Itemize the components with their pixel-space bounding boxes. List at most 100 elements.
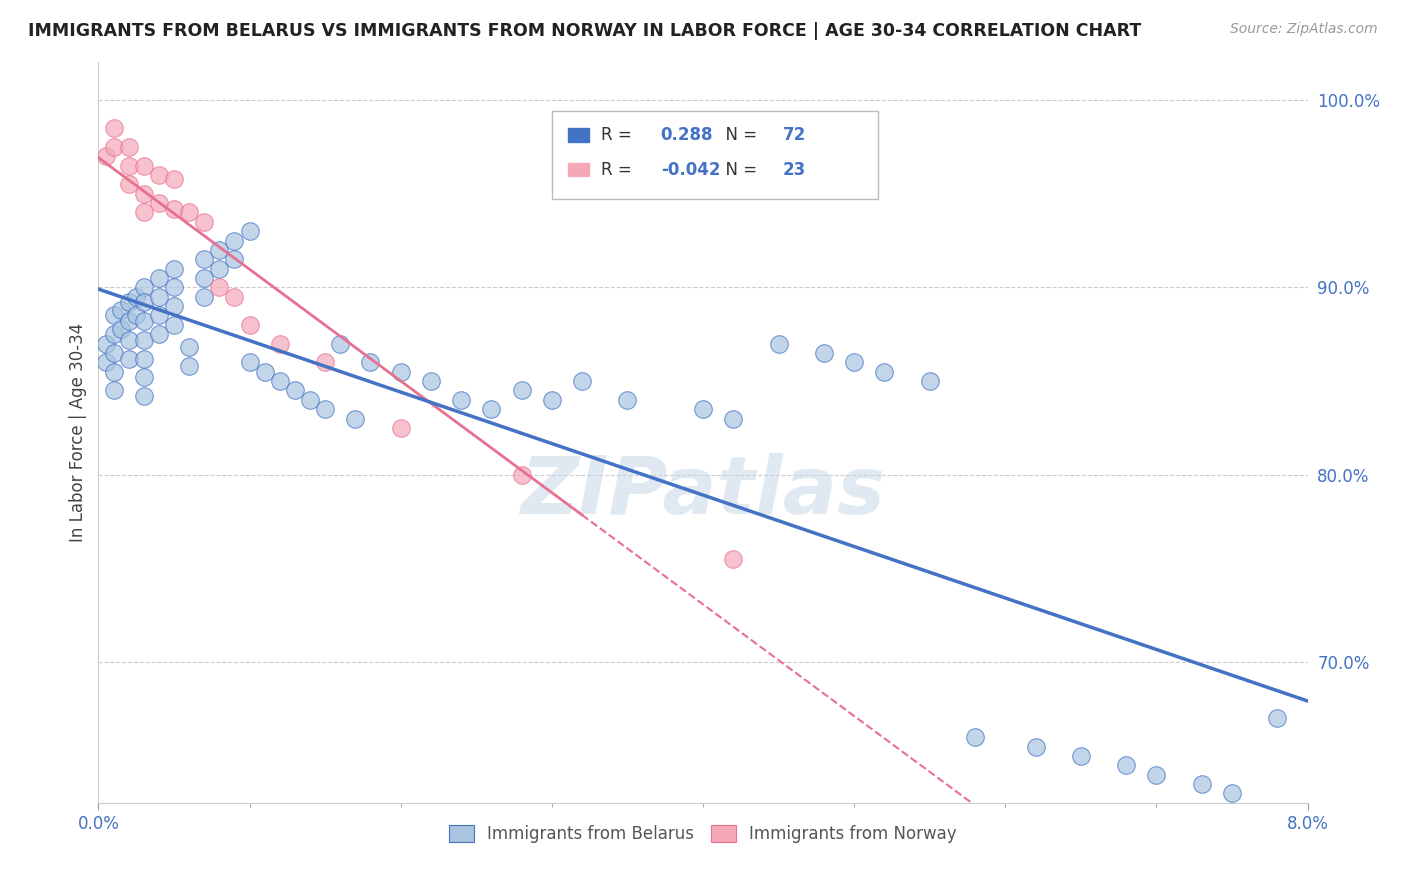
- Point: [329, 336, 352, 351]
- Text: IMMIGRANTS FROM BELARUS VS IMMIGRANTS FROM NORWAY IN LABOR FORCE | AGE 30-34 COR: IMMIGRANTS FROM BELARUS VS IMMIGRANTS FR…: [28, 22, 1142, 40]
- Point: [163, 318, 186, 332]
- Text: 0.288: 0.288: [661, 126, 713, 144]
- Point: [179, 359, 201, 373]
- Point: [224, 234, 246, 248]
- Point: [269, 336, 291, 351]
- Y-axis label: In Labor Force | Age 30-34: In Labor Force | Age 30-34: [69, 323, 87, 542]
- Point: [103, 346, 125, 360]
- Point: [132, 186, 155, 201]
- Point: [389, 421, 412, 435]
- Point: [1267, 711, 1289, 725]
- Point: [132, 205, 155, 219]
- Point: [118, 178, 141, 192]
- Point: [118, 159, 141, 173]
- Point: [918, 374, 941, 388]
- Point: [118, 295, 141, 310]
- Point: [813, 346, 835, 360]
- Point: [1220, 786, 1243, 800]
- Point: [148, 290, 170, 304]
- Text: 72: 72: [783, 126, 806, 144]
- Point: [179, 340, 201, 354]
- Point: [103, 384, 125, 398]
- Point: [314, 355, 336, 369]
- Point: [314, 402, 336, 417]
- Point: [148, 196, 170, 211]
- Point: [163, 202, 186, 216]
- Point: [148, 309, 170, 323]
- Point: [510, 467, 533, 482]
- Point: [389, 365, 412, 379]
- Point: [844, 355, 866, 369]
- Point: [269, 374, 291, 388]
- Point: [163, 280, 186, 294]
- Text: R =: R =: [602, 161, 637, 178]
- Point: [163, 299, 186, 313]
- Point: [239, 355, 262, 369]
- Point: [118, 140, 141, 154]
- Point: [299, 392, 322, 407]
- Point: [163, 171, 186, 186]
- Point: [768, 336, 790, 351]
- Point: [1115, 758, 1137, 772]
- Point: [132, 370, 155, 384]
- Point: [132, 314, 155, 328]
- Point: [118, 314, 141, 328]
- Point: [148, 271, 170, 285]
- Point: [132, 333, 155, 347]
- Bar: [568, 163, 589, 177]
- Point: [1025, 739, 1047, 754]
- Text: N =: N =: [716, 126, 762, 144]
- Point: [723, 411, 745, 425]
- Point: [965, 730, 987, 744]
- Point: [450, 392, 472, 407]
- Point: [1070, 748, 1092, 763]
- Point: [110, 321, 132, 335]
- Point: [510, 384, 533, 398]
- Point: [94, 149, 117, 163]
- Point: [103, 140, 125, 154]
- Point: [193, 271, 215, 285]
- Point: [125, 290, 148, 304]
- Point: [873, 365, 896, 379]
- Point: [208, 280, 231, 294]
- FancyBboxPatch shape: [551, 111, 879, 200]
- Point: [163, 261, 186, 276]
- Point: [148, 327, 170, 342]
- Point: [118, 333, 141, 347]
- Point: [1146, 767, 1168, 781]
- Point: [132, 295, 155, 310]
- Point: [208, 243, 231, 257]
- Point: [253, 365, 276, 379]
- Point: [208, 261, 231, 276]
- Point: [571, 374, 593, 388]
- Text: ZIPatlas: ZIPatlas: [520, 453, 886, 531]
- Text: 23: 23: [783, 161, 806, 178]
- Point: [1191, 777, 1213, 791]
- Text: Source: ZipAtlas.com: Source: ZipAtlas.com: [1230, 22, 1378, 37]
- Point: [360, 355, 382, 369]
- Point: [420, 374, 443, 388]
- Text: -0.042: -0.042: [661, 161, 720, 178]
- Point: [692, 402, 714, 417]
- Point: [193, 215, 215, 229]
- Point: [132, 351, 155, 366]
- Point: [103, 121, 125, 136]
- Point: [723, 552, 745, 566]
- Point: [94, 336, 117, 351]
- Point: [344, 411, 367, 425]
- Point: [125, 309, 148, 323]
- Point: [239, 224, 262, 238]
- Point: [110, 302, 132, 317]
- Point: [239, 318, 262, 332]
- Legend: Immigrants from Belarus, Immigrants from Norway: Immigrants from Belarus, Immigrants from…: [443, 819, 963, 850]
- Point: [148, 168, 170, 182]
- Point: [103, 365, 125, 379]
- Point: [118, 351, 141, 366]
- Point: [193, 252, 215, 267]
- Point: [540, 392, 562, 407]
- Point: [193, 290, 215, 304]
- Point: [616, 392, 638, 407]
- Point: [132, 159, 155, 173]
- Text: N =: N =: [716, 161, 762, 178]
- Point: [103, 309, 125, 323]
